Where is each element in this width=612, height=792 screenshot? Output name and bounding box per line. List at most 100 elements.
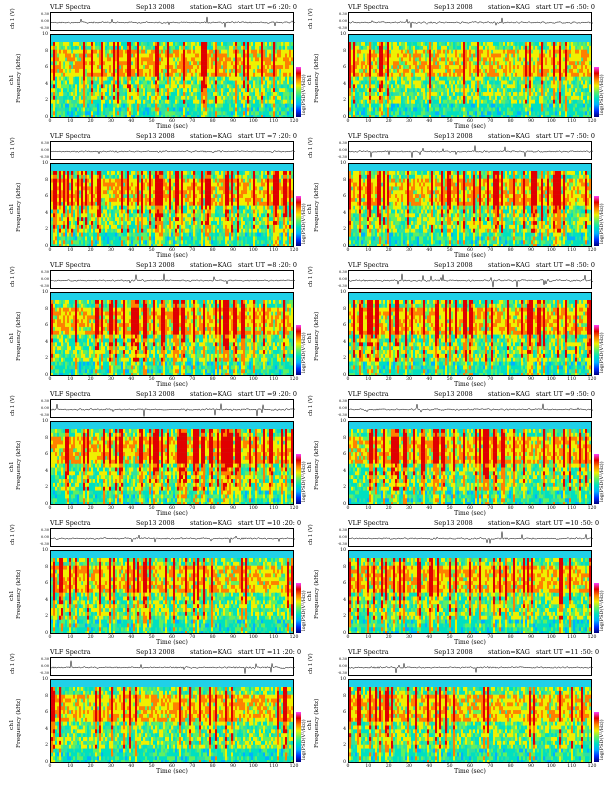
spectrogram-cell (257, 72, 260, 77)
spectrogram-cell (363, 49, 366, 54)
spectrogram-cell (291, 107, 293, 112)
spectrogram-cell (91, 182, 94, 187)
spectrogram-cell (507, 65, 510, 70)
spectrogram-cell (267, 76, 270, 81)
spectrogram-cell (159, 80, 162, 85)
spectrogram-cell (355, 68, 358, 73)
spectrogram-cell (379, 53, 382, 58)
spectrogram-cell (93, 232, 96, 237)
spectrogram-cell (179, 103, 182, 108)
spectrogram-cell (293, 96, 294, 100)
spectrogram-cell (573, 107, 576, 112)
spectrogram-cell (235, 103, 238, 108)
spectrogram-cell (91, 53, 94, 58)
spectrogram-cell (209, 53, 212, 58)
spectrogram-cell (207, 65, 210, 70)
spectrogram-cell (469, 103, 472, 108)
spectrogram-cell (291, 99, 293, 104)
spectrogram-cell (387, 103, 390, 108)
spectrogram-cell (355, 61, 358, 66)
spectrogram-cell (51, 209, 54, 214)
spectrogram-cell (99, 209, 102, 214)
spectrogram-cell (187, 84, 190, 89)
spectrogram-cell (63, 115, 66, 117)
spectrogram-cell (103, 236, 106, 241)
spectrogram-cell (479, 76, 482, 81)
spectrogram-cell (53, 197, 56, 202)
spectrogram-cell (571, 53, 574, 58)
spectrogram-cell (493, 99, 496, 104)
spectrogram-cell (69, 99, 72, 104)
spectrogram-cell (179, 53, 182, 58)
spectrogram-cell (131, 205, 134, 210)
spectrogram-cell (59, 244, 62, 246)
spectrogram-cell (171, 65, 174, 70)
spectrogram-cell (589, 95, 591, 100)
spectrogram-cell (105, 103, 108, 108)
spectrogram-cell (263, 53, 266, 58)
time-tick-label: 80 (210, 119, 216, 124)
spectrogram-cell (117, 65, 120, 70)
spectrogram-cell (361, 111, 364, 116)
spectrogram-cell (439, 99, 442, 104)
spectrogram-cell (141, 49, 144, 54)
spectrogram-cell (117, 88, 120, 93)
spectrogram-cell (535, 103, 538, 108)
spectrogram-cell (479, 111, 482, 116)
spectrogram-cell (439, 115, 442, 117)
spectrogram-cell (405, 72, 408, 77)
spectrogram-cell (173, 72, 176, 77)
spectrogram-cell (99, 190, 102, 195)
spectrogram-cell (535, 111, 538, 116)
spectrogram-cell (59, 42, 62, 47)
spectrogram-cell (279, 72, 282, 77)
spectrogram-cell (575, 76, 578, 81)
spectrogram-cell (387, 65, 390, 70)
spectrogram-cell (439, 61, 442, 66)
spectrogram-cell (123, 53, 126, 58)
spectrogram-cell (469, 111, 472, 116)
spectrogram-cell (349, 92, 352, 97)
spectrogram-cell (285, 49, 288, 54)
header-title: VLF Spectra (50, 3, 91, 11)
spectrogram-cell (179, 99, 182, 104)
spectrogram-cell (247, 45, 250, 50)
spectrogram-cell (447, 65, 450, 70)
spectrogram-cell (133, 209, 136, 214)
spectrogram-cell (231, 72, 234, 77)
spectrogram-cell (447, 95, 450, 100)
spectrogram-cell (457, 84, 460, 89)
spectrogram-cell (81, 228, 84, 233)
spectrogram-cell (465, 84, 468, 89)
spectrogram-cell (553, 103, 556, 108)
spectrogram-cell (547, 99, 550, 104)
spectrogram-cell (97, 197, 100, 202)
spectrogram-cell (245, 42, 248, 47)
spectrogram-cell (67, 190, 70, 195)
spectrogram-cell (451, 115, 454, 117)
spectrogram-cell (509, 95, 512, 100)
spectrogram-cell (585, 80, 588, 85)
frequency-tick-label: 0 (343, 115, 346, 120)
spectrogram-cell (115, 45, 118, 50)
spectrogram-cell (399, 53, 402, 58)
spectrogram-cell (197, 53, 200, 58)
spectrogram-cell (487, 61, 490, 66)
spectrogram-cell (59, 45, 62, 50)
spectrogram-cell (467, 42, 470, 47)
spectrogram-cell (541, 103, 544, 108)
spectrogram-cell (185, 53, 188, 58)
spectrogram-cell (263, 80, 266, 85)
spectrogram-cell (157, 49, 160, 54)
spectrogram-cell (511, 76, 514, 81)
spectrogram-cell (125, 213, 128, 218)
spectrogram-cell (479, 49, 482, 54)
spectrogram-cell (197, 95, 200, 100)
spectrogram-cell (443, 95, 446, 100)
waveform-ticks: 0.30 0.00 -0.30 (332, 12, 347, 32)
spectrogram-cell (409, 42, 412, 47)
spectrogram-cell (443, 103, 446, 108)
spectrogram-cell (389, 42, 392, 47)
spectrogram-cell (229, 95, 232, 100)
spectrogram-cell (231, 80, 234, 85)
